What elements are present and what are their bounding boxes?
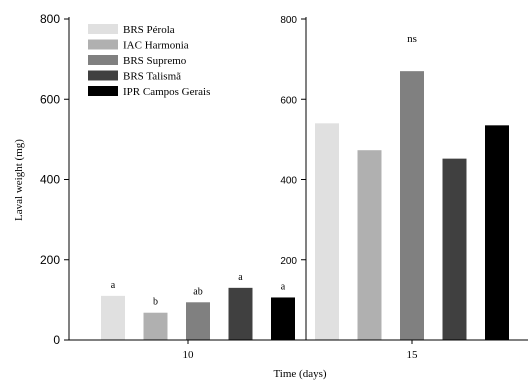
legend-label-4: BRS Talismã xyxy=(123,71,181,83)
panel2-bar-5 xyxy=(485,125,509,340)
panel1-y-tick-label-4: 600 xyxy=(40,92,60,106)
panel1-y-tick-label-1: 0 xyxy=(53,333,60,347)
panel2-y-tick-label-3: 600 xyxy=(280,95,297,106)
panel2-y-tick-label-4: 800 xyxy=(280,15,297,26)
panel2-annotation: ns xyxy=(407,33,417,45)
legend-swatch-5 xyxy=(88,86,118,96)
panel1-significance-label-2: b xyxy=(153,297,158,308)
legend-label-1: BRS Pérola xyxy=(123,24,175,36)
panel1-significance-label-5: a xyxy=(281,281,286,292)
panel1-bar-4 xyxy=(228,287,253,340)
legend-swatch-2 xyxy=(88,39,118,50)
panel1-bar-3 xyxy=(186,302,210,340)
legend-label-2: IAC Harmonia xyxy=(123,40,189,52)
panel1-bar-5 xyxy=(271,297,295,340)
panel2-y-tick-label-1: 200 xyxy=(280,256,297,267)
y-axis-label: Laval weight (mg) xyxy=(13,139,25,221)
panel2-bar-1 xyxy=(315,123,339,340)
panel1-y-tick-label-2: 200 xyxy=(40,253,60,267)
panel1-category-label: 10 xyxy=(183,349,195,361)
legend-swatch-4 xyxy=(88,70,118,81)
legend: BRS Pérola IAC Harmonia BRS Supremo BRS Tal… xyxy=(88,24,210,98)
panel2-y-tick-label-2: 400 xyxy=(280,176,297,187)
legend-swatch-1 xyxy=(88,24,118,34)
panel1-y-tick-label-3: 400 xyxy=(40,173,60,187)
panel1-y-tick-label-5: 800 xyxy=(40,12,60,26)
panel2-bar-2 xyxy=(357,150,382,340)
legend-swatch-3 xyxy=(88,55,118,65)
panel1-bar-2 xyxy=(143,312,168,340)
panel1-bar-1 xyxy=(101,295,125,340)
panel2-category-label: 15 xyxy=(407,349,419,361)
panel-15-days: 200 400 600 800 15 ns xyxy=(280,15,528,361)
x-axis-label: Time (days) xyxy=(273,368,326,380)
panel1-significance-label-1: a xyxy=(111,280,116,291)
panel1-significance-label-4: a xyxy=(238,272,243,283)
legend-label-3: BRS Supremo xyxy=(123,55,187,67)
panel1-significance-label-3: ab xyxy=(193,286,202,297)
legend-label-5: IPR Campos Gerais xyxy=(123,86,210,98)
panel2-bar-3 xyxy=(400,71,424,340)
panel2-bar-4 xyxy=(442,158,467,340)
